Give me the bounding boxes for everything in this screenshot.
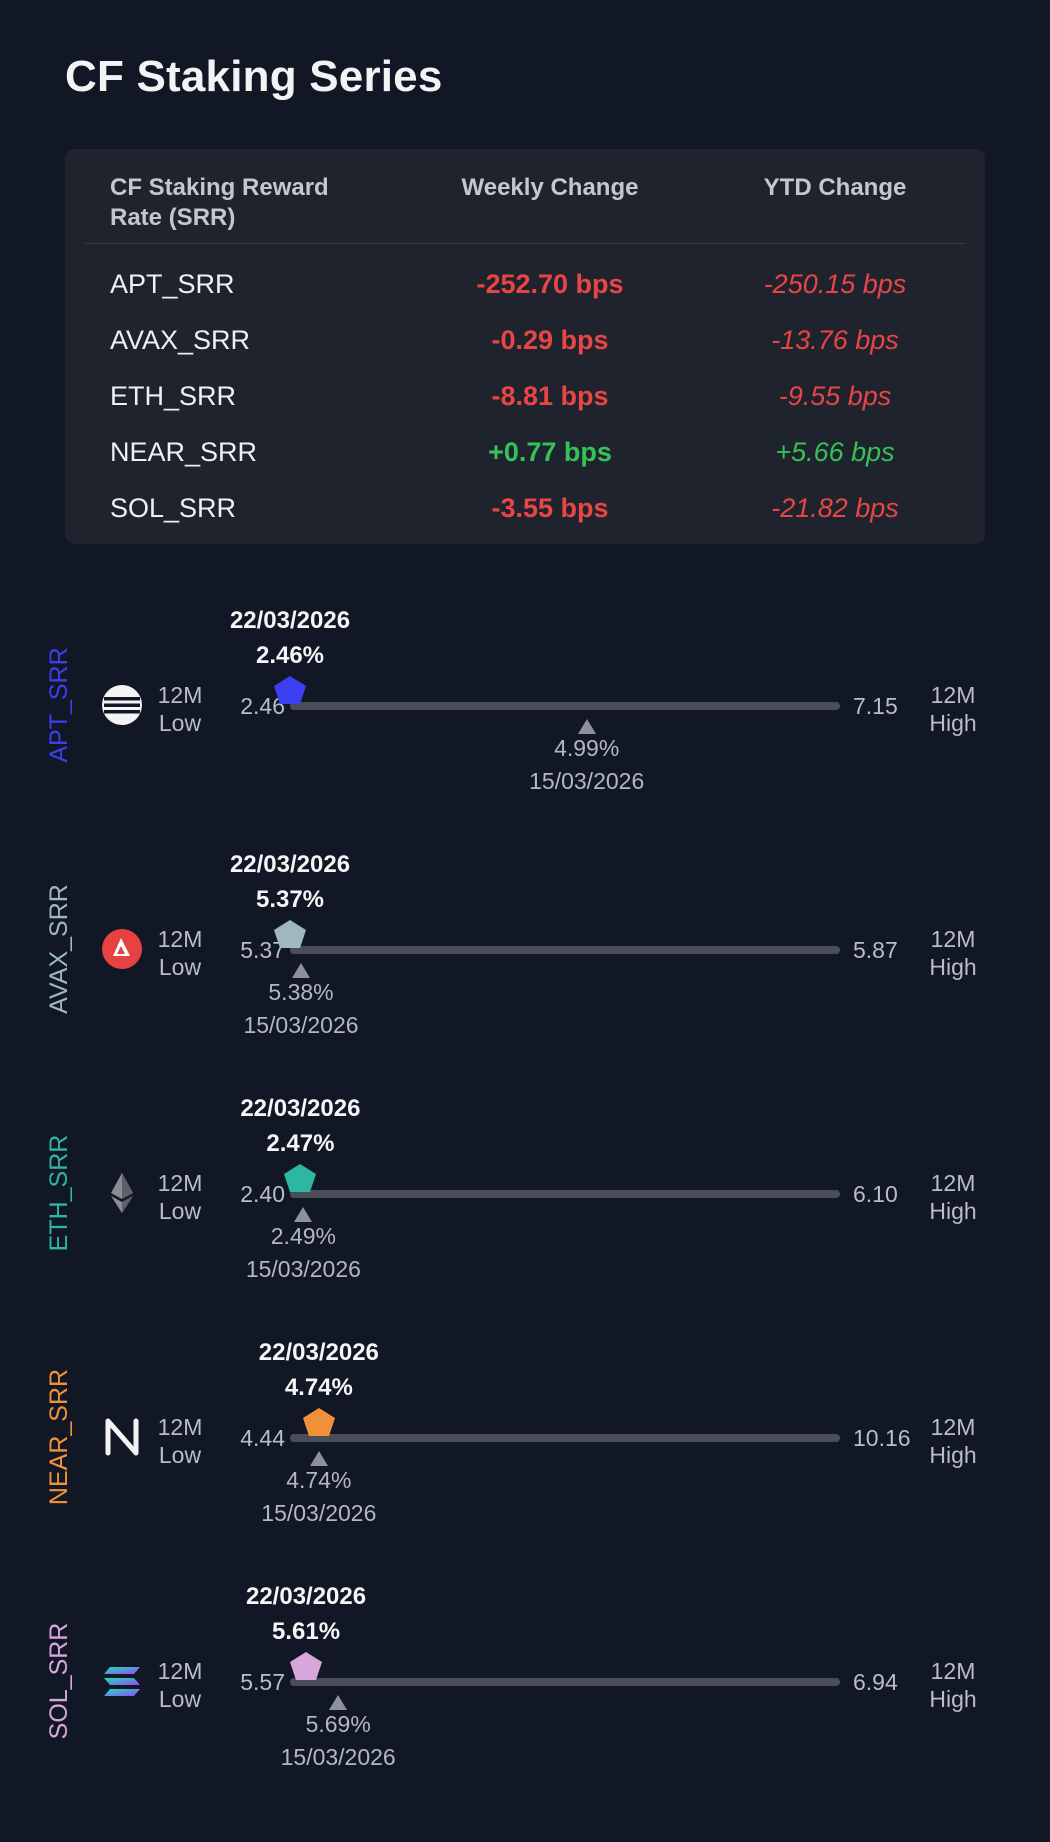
range-track: [290, 1678, 840, 1686]
high-label: 12M High: [929, 1658, 977, 1712]
previous-value: 2.49%: [270, 1223, 336, 1249]
high-value: 10.16: [853, 1425, 911, 1451]
high-value: 6.10: [853, 1181, 898, 1207]
low-value: 5.57: [240, 1669, 285, 1695]
avalanche-icon: [100, 927, 144, 971]
low-value: 5.37: [240, 937, 285, 963]
high-value: 6.94: [853, 1669, 898, 1695]
series-label: AVAX_SRR: [45, 884, 73, 1014]
current-marker: [302, 1408, 335, 1436]
row-weekly-change: -8.81 bps: [491, 381, 609, 411]
series-label: ETH_SRR: [45, 1134, 73, 1252]
header-ytd-change: YTD Change: [763, 174, 907, 201]
low-value: 4.44: [240, 1425, 285, 1451]
range-track: [290, 946, 840, 954]
row-weekly-change: -252.70 bps: [476, 269, 624, 299]
near-icon: [100, 1415, 144, 1459]
row-name: APT_SRR: [110, 269, 235, 299]
previous-date: 15/03/2026: [245, 1256, 361, 1282]
table-row: ETH_SRR -8.81 bps -9.55 bps: [65, 369, 985, 425]
page-title: CF Staking Series: [65, 52, 443, 101]
summary-table: CF Staking Reward Rate (SRR) Weekly Chan…: [65, 149, 985, 544]
range-apt: APT_SRR 12M Low 2.46 7.15 12M High 22/03…: [0, 597, 1050, 827]
low-label: 12M Low: [157, 926, 203, 980]
previous-date: 15/03/2026: [261, 1500, 377, 1526]
range-track: [290, 702, 840, 710]
table-row: SOL_SRR -3.55 bps -21.82 bps: [65, 481, 985, 537]
range-avax: AVAX_SRR 12M Low 5.37 5.87 12M High 22/0…: [0, 841, 1050, 1071]
row-weekly-change: -3.55 bps: [491, 493, 609, 523]
range-track: [290, 1190, 840, 1198]
current-value: 2.47%: [266, 1130, 335, 1157]
aptos-icon: [100, 683, 144, 727]
current-value: 4.74%: [284, 1374, 353, 1401]
solana-icon: [100, 1659, 144, 1703]
header-srr-name: CF Staking Reward Rate (SRR): [110, 174, 329, 231]
current-marker: [290, 1652, 323, 1680]
previous-value: 5.38%: [268, 979, 334, 1005]
high-label: 12M High: [929, 1170, 977, 1224]
range-eth: ETH_SRR 12M Low 2.40 6.10 12M High 22/03…: [0, 1085, 1050, 1315]
previous-date: 15/03/2026: [280, 1744, 396, 1770]
table-row: APT_SRR -252.70 bps -250.15 bps: [65, 257, 985, 313]
series-label: SOL_SRR: [45, 1622, 73, 1740]
row-ytd-change: -250.15 bps: [763, 269, 907, 299]
previous-value: 4.74%: [286, 1467, 352, 1493]
range-sol: SOL_SRR 12M Low 5.57 6.94 12M High 22/03…: [0, 1573, 1050, 1803]
current-value: 2.46%: [255, 642, 325, 669]
current-date: 22/03/2026: [229, 607, 351, 634]
current-date: 22/03/2026: [229, 851, 351, 878]
row-name: ETH_SRR: [110, 381, 237, 411]
previous-marker: [577, 719, 596, 734]
previous-value: 4.99%: [554, 735, 620, 761]
current-value: 5.61%: [272, 1618, 341, 1645]
high-value: 5.87: [853, 937, 898, 963]
row-ytd-change: -13.76 bps: [771, 325, 899, 355]
range-near: NEAR_SRR 12M Low 4.44 10.16 12M High 22/…: [0, 1329, 1050, 1559]
current-date: 22/03/2026: [240, 1095, 361, 1122]
high-label: 12M High: [929, 682, 977, 736]
header-weekly-change: Weekly Change: [461, 174, 639, 201]
current-marker: [274, 920, 306, 948]
previous-date: 15/03/2026: [529, 768, 645, 794]
row-weekly-change: -0.29 bps: [491, 325, 609, 355]
previous-value: 5.69%: [305, 1711, 371, 1737]
current-marker: [284, 1164, 317, 1192]
header-divider: [85, 243, 965, 244]
table-row: AVAX_SRR -0.29 bps -13.76 bps: [65, 313, 985, 369]
row-ytd-change: +5.66 bps: [775, 437, 895, 467]
row-name: NEAR_SRR: [110, 437, 258, 467]
series-label: APT_SRR: [45, 647, 73, 763]
previous-marker: [329, 1695, 348, 1710]
low-label: 12M Low: [157, 1414, 203, 1468]
row-ytd-change: -21.82 bps: [771, 493, 899, 523]
previous-marker: [309, 1451, 328, 1466]
row-name: SOL_SRR: [110, 493, 237, 523]
previous-marker: [294, 1207, 313, 1222]
low-value: 2.40: [240, 1181, 285, 1207]
range-track: [290, 1434, 840, 1442]
series-label: NEAR_SRR: [45, 1368, 73, 1506]
previous-marker: [292, 963, 310, 978]
high-label: 12M High: [929, 1414, 977, 1468]
ethereum-icon: [100, 1171, 144, 1215]
current-date: 22/03/2026: [245, 1583, 367, 1610]
high-label: 12M High: [929, 926, 977, 980]
low-value: 2.46: [240, 693, 285, 719]
row-name: AVAX_SRR: [110, 325, 251, 355]
low-label: 12M Low: [157, 682, 203, 736]
low-label: 12M Low: [157, 1658, 203, 1712]
table-row: NEAR_SRR +0.77 bps +5.66 bps: [65, 425, 985, 481]
row-weekly-change: +0.77 bps: [488, 437, 612, 467]
current-date: 22/03/2026: [258, 1339, 379, 1366]
previous-date: 15/03/2026: [243, 1012, 359, 1038]
current-marker: [274, 676, 306, 704]
row-ytd-change: -9.55 bps: [778, 381, 892, 411]
low-label: 12M Low: [157, 1170, 203, 1224]
current-value: 5.37%: [255, 886, 325, 913]
high-value: 7.15: [853, 693, 898, 719]
